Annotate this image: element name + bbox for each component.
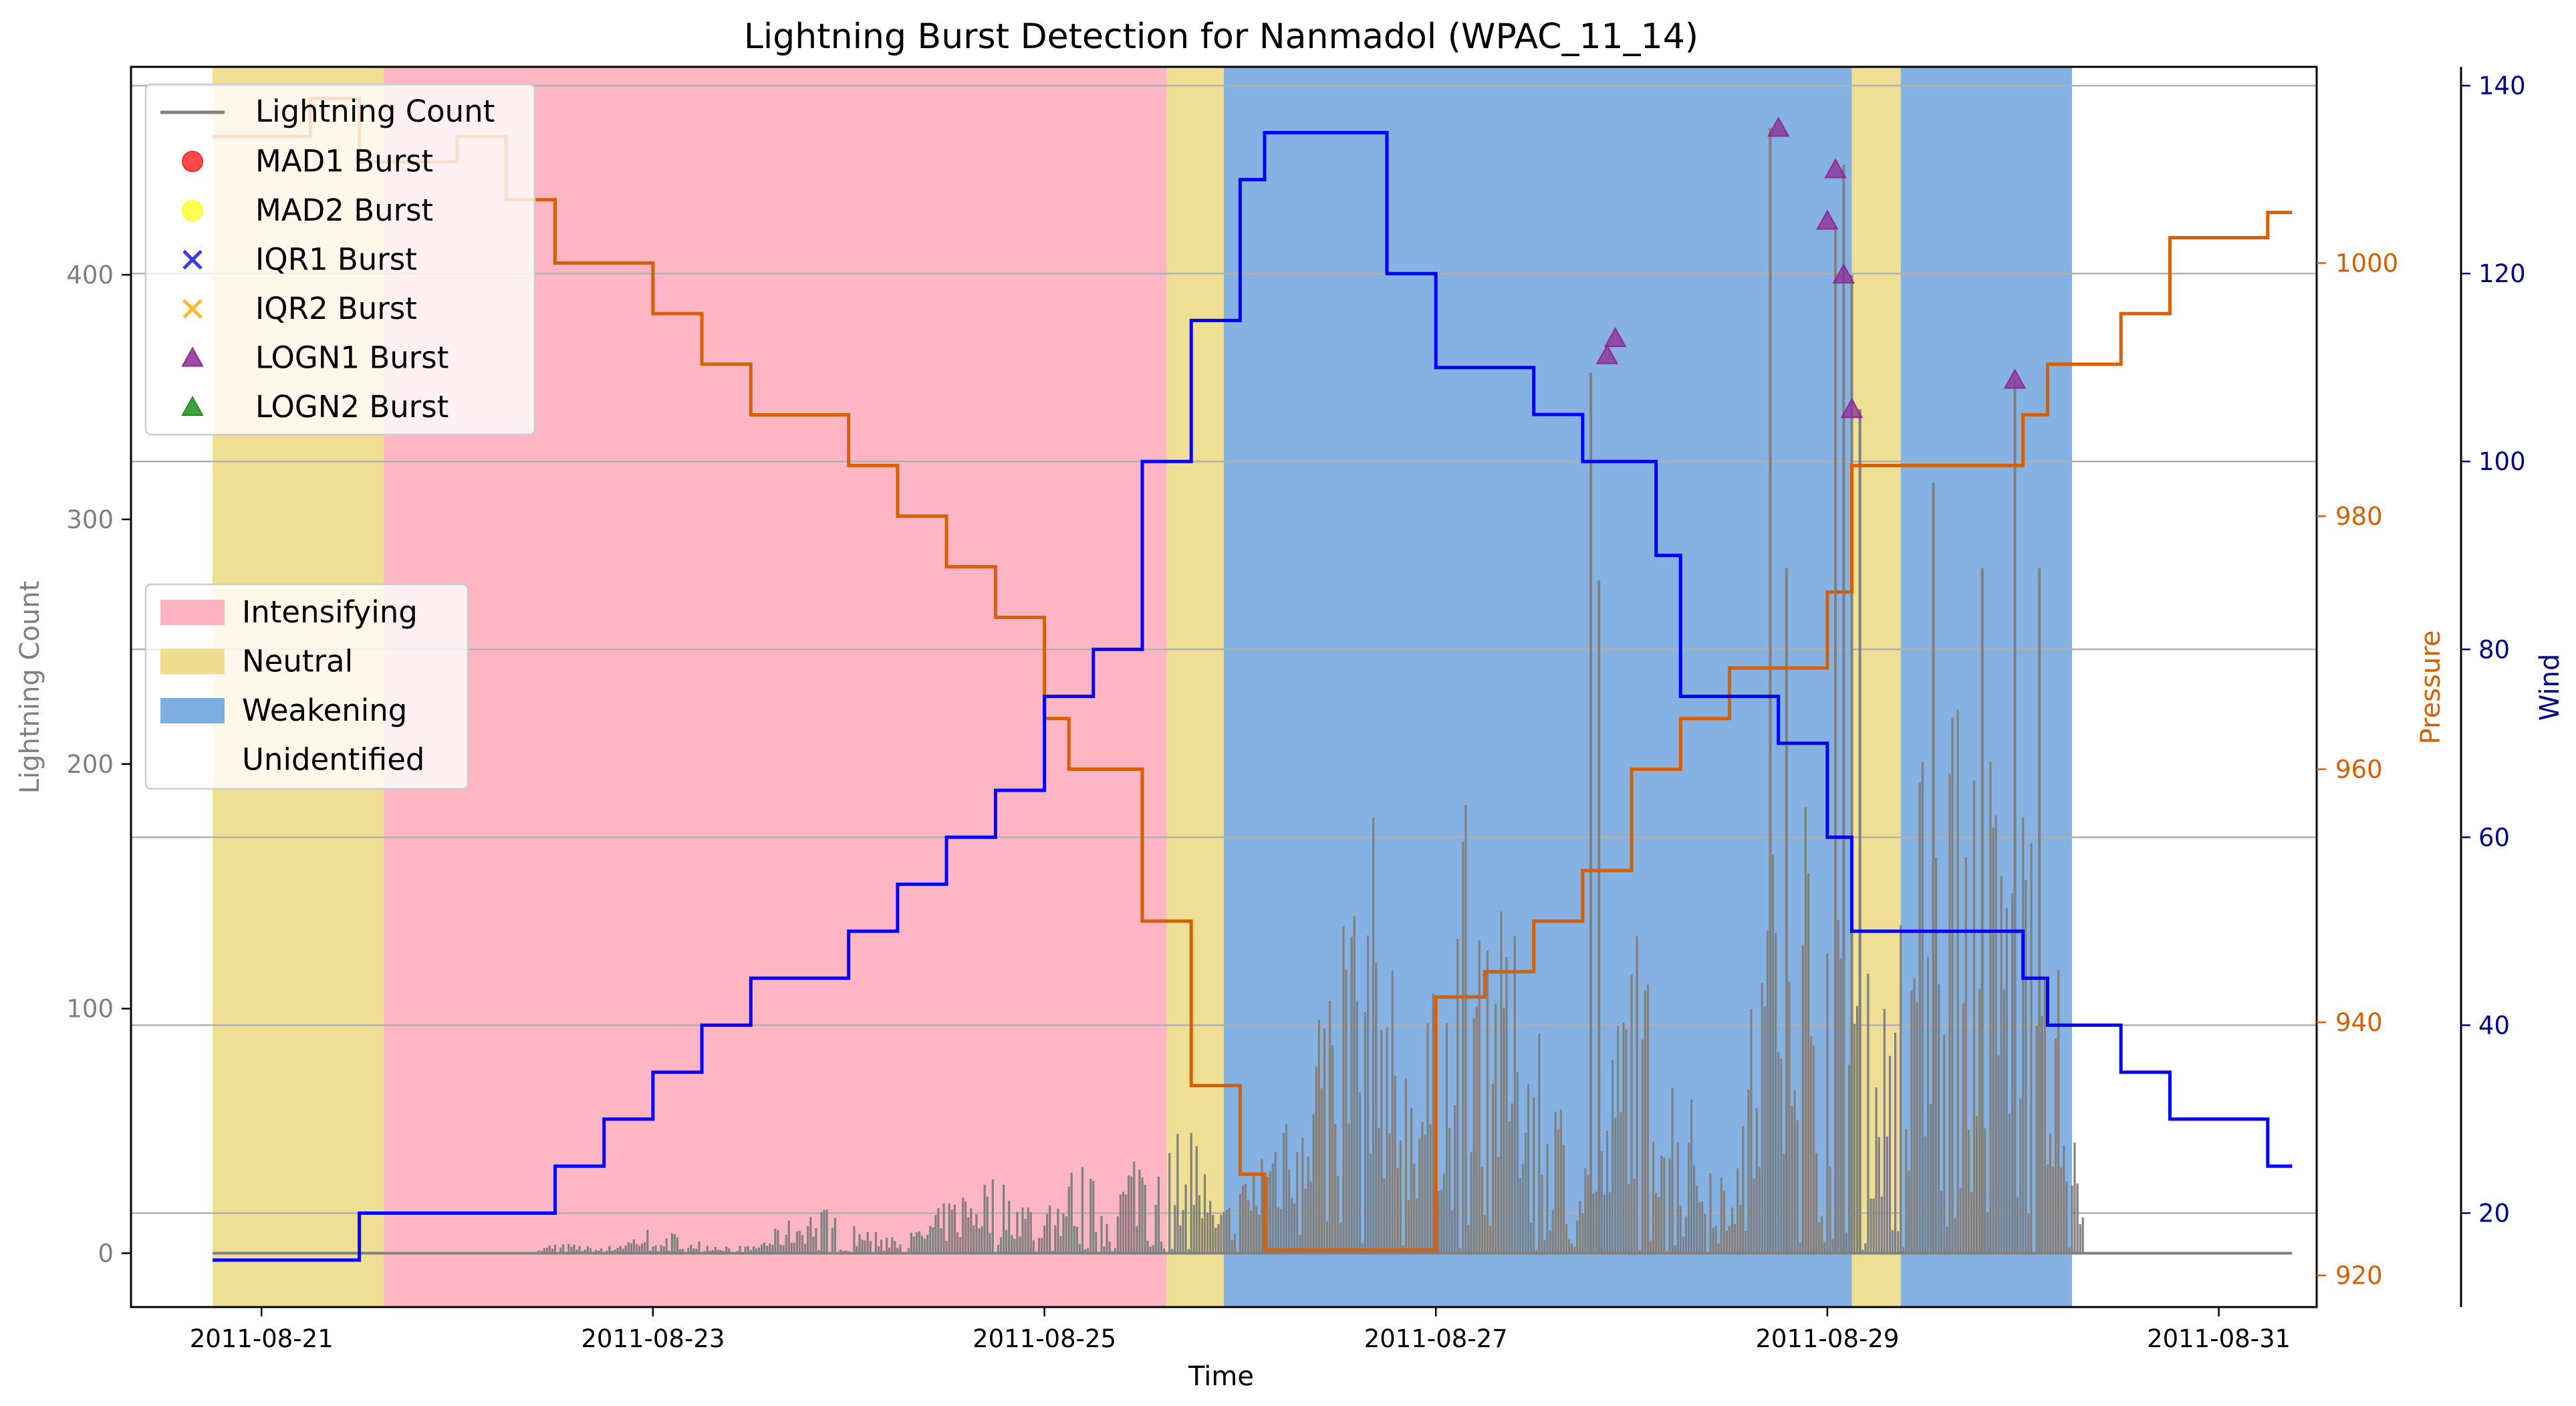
legend-phase-swatch — [160, 600, 225, 625]
wind-tick-label: 40 — [2478, 1011, 2510, 1040]
legend-phases-box — [144, 583, 469, 790]
legend-label: Lightning Count — [255, 94, 495, 129]
legend-marker-icon — [181, 346, 204, 367]
y-tick-label: 300 — [66, 505, 114, 534]
legend-phase-swatch — [160, 649, 225, 675]
chart-title: Lightning Burst Detection for Nanmadol (… — [744, 17, 1698, 57]
logn1-burst-marker — [1767, 116, 1790, 137]
pressure-tick-label: 980 — [2335, 502, 2383, 531]
y-tick-label: 200 — [66, 750, 114, 779]
y-tick-label: 400 — [66, 261, 114, 289]
logn1-burst-marker — [1832, 263, 1855, 283]
pressure-axis-label: Pressure — [2416, 630, 2446, 745]
legend-label: IQR1 Burst — [255, 242, 417, 277]
legend-phases: Intensifying Neutral Weakening Unidentified — [144, 583, 469, 790]
legend-label: Intensifying — [242, 594, 418, 630]
wind-axis: 20 40 60 80 100 120 140 — [2460, 67, 2526, 1307]
phase-band-neutral — [1166, 67, 1224, 1307]
lightning-bars — [213, 128, 2293, 1255]
legend-label: Neutral — [242, 644, 353, 679]
logn1-burst-marker — [1840, 398, 1863, 419]
x-tick-label: 2011-08-21 — [190, 1324, 334, 1353]
plot-frame — [130, 66, 2318, 1308]
wind-tick-label: 20 — [2478, 1199, 2510, 1227]
legend-marker-icon — [181, 395, 204, 416]
legend-marker-icon — [182, 150, 203, 172]
pressure-tick-label: 920 — [2335, 1262, 2383, 1290]
legend-phase-swatch — [160, 747, 225, 773]
legend-label: LOGN1 Burst — [255, 340, 448, 376]
logn1-burst-marker — [2003, 368, 2027, 389]
x-tick-label: 2011-08-29 — [1755, 1324, 1899, 1353]
legend-marker-icon — [182, 299, 203, 319]
wind-line — [213, 130, 2293, 1262]
legend-series: Lightning Count MAD1 Burst MAD2 Burst IQR1 … — [144, 83, 536, 436]
legend-label: Unidentified — [242, 742, 424, 778]
legend-marker-icon — [182, 249, 203, 270]
x-tick-label: 2011-08-31 — [2147, 1324, 2291, 1353]
legend-label: IQR2 Burst — [255, 291, 417, 326]
pressure-axis: 920 940 960 980 1000 — [2317, 249, 2398, 1290]
y-tick-label: 0 — [98, 1240, 114, 1268]
pressure-tick-label: 1000 — [2335, 249, 2398, 277]
wind-tick-label: 60 — [2478, 823, 2510, 852]
wind-axis-label: Wind — [2535, 654, 2565, 721]
logn1-burst-marker — [1595, 344, 1619, 364]
logn1-burst-marker — [1816, 209, 1839, 230]
wind-tick-label: 120 — [2478, 259, 2526, 288]
pressure-tick-label: 940 — [2335, 1008, 2383, 1037]
wind-tick-label: 140 — [2478, 72, 2526, 100]
legend-label: Weakening — [242, 693, 407, 728]
x-tick-label: 2011-08-25 — [973, 1324, 1116, 1353]
legend-series-box — [144, 83, 536, 436]
x-axis: 2011-08-21 2011-08-23 2011-08-25 2011-08-27… — [190, 1307, 2291, 1353]
x-axis-label: Time — [1188, 1361, 1254, 1392]
pressure-tick-label: 960 — [2335, 755, 2383, 784]
legend-marker-icon — [182, 200, 203, 221]
phase-band-weakening — [1900, 67, 2072, 1307]
lightning-axis: 0 100 200 300 400 — [66, 261, 131, 1268]
wind-tick-label: 80 — [2478, 635, 2510, 664]
logn1-burst-marker — [1603, 327, 1627, 348]
legend-label: MAD2 Burst — [255, 193, 433, 228]
logn1-burst-marker — [1824, 158, 1847, 179]
y-tick-label: 100 — [66, 995, 114, 1024]
x-tick-label: 2011-08-23 — [581, 1324, 725, 1353]
legend-phase-swatch — [160, 698, 225, 723]
burst-markers — [1595, 116, 2027, 419]
pressure-line — [213, 96, 2293, 1252]
legend-label: MAD1 Burst — [255, 144, 433, 179]
lightning-axis-label: Lightning Count — [15, 581, 45, 794]
x-tick-label: 2011-08-27 — [1364, 1324, 1508, 1353]
wind-tick-label: 100 — [2478, 447, 2526, 476]
legend-label: LOGN2 Burst — [255, 389, 448, 425]
series-lines — [213, 96, 2293, 1262]
